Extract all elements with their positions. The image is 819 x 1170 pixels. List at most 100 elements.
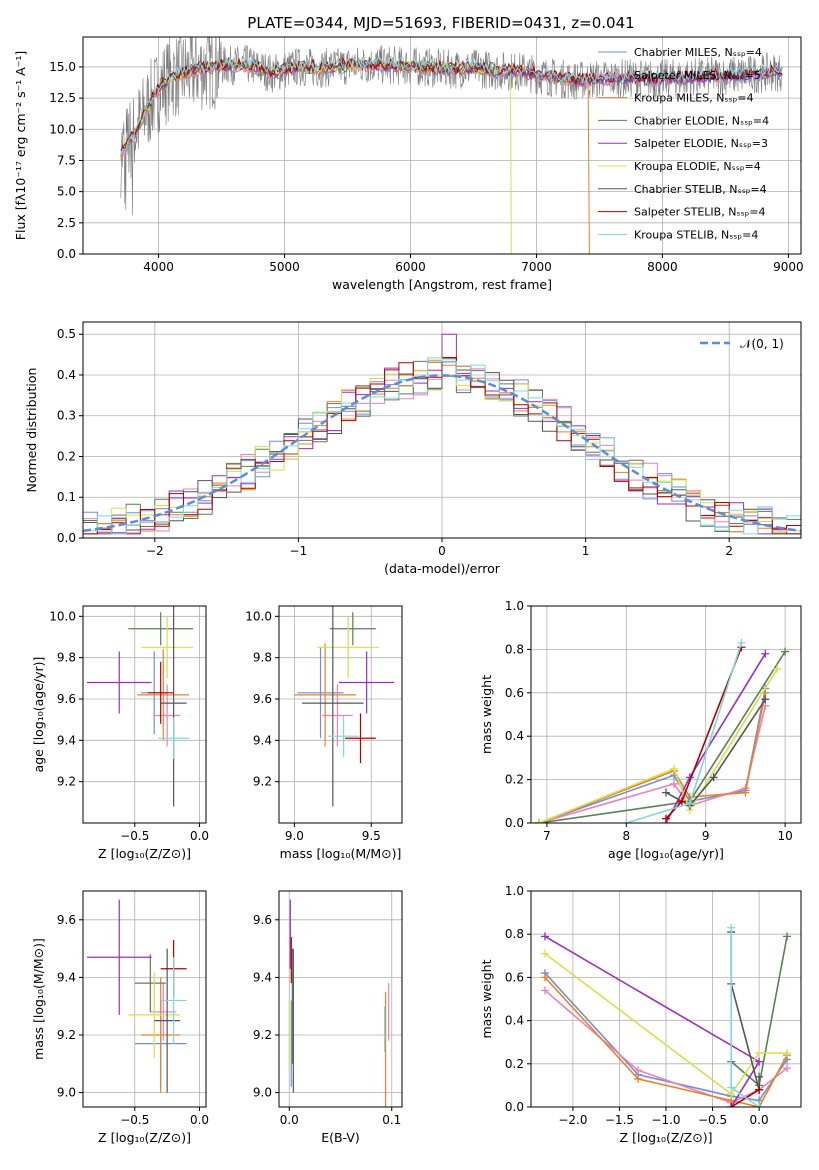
legend: Chabrier MILES, Nₛₛₚ=4 Salpeter MILES, Nₛ… <box>598 46 769 241</box>
y-tick-label: 9.0 <box>253 1086 272 1100</box>
x-tick-label: 7000 <box>521 260 552 274</box>
legend-label: Kroupa MILES, Nₛₛₚ=4 <box>634 92 754 105</box>
x-tick-label: 4000 <box>143 260 174 274</box>
x-tick-label: 5000 <box>269 260 300 274</box>
x-tick-label: 9.5 <box>362 829 381 843</box>
model-spectrum-line <box>120 56 783 157</box>
weight-marker <box>669 764 678 773</box>
y-tick-label: 9.8 <box>57 651 76 665</box>
x-tick-label: 0.0 <box>750 1113 769 1127</box>
y-tick-label: 0.1 <box>57 490 76 504</box>
x-tick-label: −1 <box>290 544 308 558</box>
weight-vs-age-panel: 7 8 9 10 0.0 0.2 0.4 0.6 0.8 1.0 age [log₁₀(age/yr… <box>479 599 802 861</box>
weight-marker <box>781 647 790 656</box>
y-tick-label: 0.0 <box>505 816 524 830</box>
x-tick-label: 0.0 <box>190 1113 209 1127</box>
y-tick-label: 0.6 <box>505 970 524 984</box>
errorbar-point <box>86 651 152 714</box>
x-tick-label: 8 <box>622 829 630 843</box>
weight-marker <box>669 779 678 788</box>
weight-marker <box>709 773 718 782</box>
x-tick-label: −1.0 <box>651 1113 680 1127</box>
errorbar-point <box>141 616 194 679</box>
y-tick-label: 0.2 <box>57 449 76 463</box>
weight-marker <box>685 799 694 808</box>
plot-area <box>288 899 390 1107</box>
weight-marker <box>755 1072 764 1081</box>
errorbar-point <box>128 971 181 1059</box>
plot-area <box>86 899 187 1093</box>
y-tick-label: 0.3 <box>57 409 76 423</box>
errorbar-point <box>328 715 359 757</box>
errorbar-point <box>302 606 364 807</box>
y-tick-label: 0.8 <box>505 927 524 941</box>
legend-label: Chabrier STELIB, Nₛₛₚ=4 <box>634 183 767 196</box>
errorbar-point <box>134 954 166 1012</box>
y-tick-label: 9.6 <box>253 692 272 706</box>
y-tick-label: 0.0 <box>57 531 76 545</box>
y-tick-label: 0.8 <box>505 642 524 656</box>
y-tick-label: 0.4 <box>505 1014 524 1028</box>
y-tick-label: 9.4 <box>253 970 272 984</box>
y-tick-label: 9.4 <box>253 733 272 747</box>
grid <box>83 606 206 823</box>
y-tick-label: 9.6 <box>57 692 76 706</box>
y-tick-label: 9.4 <box>57 733 76 747</box>
weight-marker <box>783 932 792 941</box>
y-tick-label: 9.6 <box>253 913 272 927</box>
y-tick-label: 0.5 <box>57 327 76 341</box>
mass-vs-ebv-panel: 0.0 0.1 9.0 9.2 9.4 9.6 E(B-V) <box>253 890 403 1145</box>
plot-area <box>83 333 801 535</box>
x-axis-label: mass [log₁₀(M/M⊙)] <box>280 846 402 861</box>
weight-marker <box>737 638 746 647</box>
weight-marker <box>727 923 736 932</box>
x-axis-label: age [log₁₀(age/yr)] <box>608 846 724 861</box>
y-tick-label: 0.2 <box>505 773 524 787</box>
y-tick-label: 10.0 <box>245 609 272 623</box>
weight-marker <box>773 664 782 673</box>
x-tick-label: 0.1 <box>382 1113 401 1127</box>
plot-area <box>540 923 792 1107</box>
x-tick-label: −2 <box>146 544 164 558</box>
x-tick-label: 7 <box>543 829 551 843</box>
grid <box>279 606 402 823</box>
weight-series-line <box>538 668 778 823</box>
errorbar-point <box>158 717 190 759</box>
legend-label: Kroupa STELIB, Nₛₛₚ=4 <box>634 228 758 241</box>
errorbar-point <box>154 948 181 1093</box>
normal-reference-curve <box>83 374 801 533</box>
y-tick-label: 0.2 <box>505 1057 524 1071</box>
x-tick-label: 1 <box>582 544 590 558</box>
errorbar-point <box>322 684 353 747</box>
plot-area <box>120 37 783 254</box>
y-tick-label: 9.2 <box>57 1028 76 1042</box>
y-axis-label: mass weight <box>479 959 494 1038</box>
y-tick-label: 9.2 <box>57 775 76 789</box>
weight-marker <box>622 819 631 823</box>
weight-marker <box>761 649 770 658</box>
errorbar-point <box>128 612 194 646</box>
x-tick-label: −2.0 <box>558 1113 587 1127</box>
model-spectrum-line <box>120 55 783 157</box>
errorbar-point <box>160 606 187 807</box>
errorbar-point <box>86 899 152 1015</box>
weight-marker <box>755 1049 764 1057</box>
legend-label: Salpeter STELIB, Nₛₛₚ=4 <box>634 206 766 219</box>
y-axis-label: mass [log₁₀(M/M⊙)] <box>31 938 46 1060</box>
y-tick-label: 12.5 <box>49 91 76 105</box>
legend-label: Salpeter MILES, Nₛₛₚ=5 <box>634 69 761 82</box>
y-tick-label: 9.0 <box>57 1086 76 1100</box>
x-tick-label: 0 <box>438 544 446 558</box>
x-tick-label: 0.0 <box>190 829 209 843</box>
weight-marker <box>755 1057 764 1066</box>
weight-series-line <box>730 927 760 1107</box>
y-tick-label: 9.4 <box>57 970 76 984</box>
axes-frame <box>82 321 802 539</box>
y-tick-label: 9.2 <box>253 1028 272 1042</box>
x-tick-label: 8000 <box>647 260 678 274</box>
legend-label: Chabrier MILES, Nₛₛₚ=4 <box>634 46 762 59</box>
axes-frame <box>278 890 403 1108</box>
x-tick-label: −0.5 <box>120 829 149 843</box>
y-tick-label: 9.8 <box>253 651 272 665</box>
y-axis-label: age [log₁₀(age/yr)] <box>31 657 46 773</box>
